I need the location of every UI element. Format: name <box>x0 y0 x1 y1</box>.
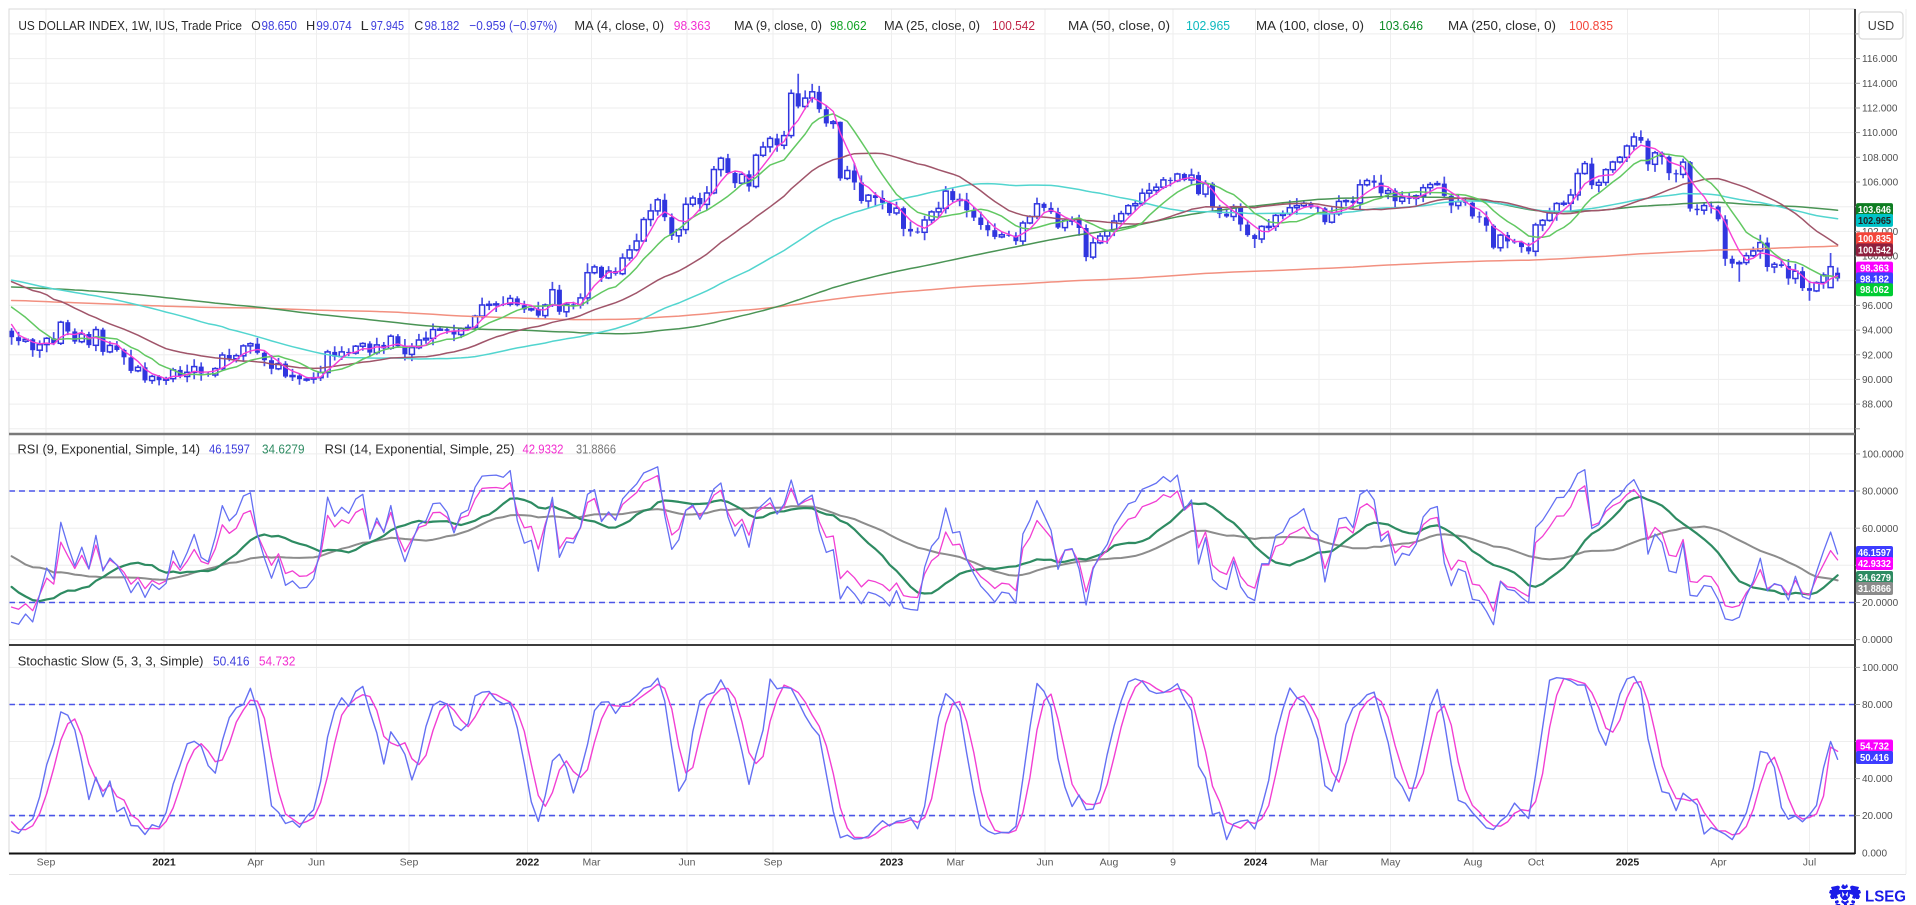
svg-text:98.363: 98.363 <box>1860 264 1890 275</box>
svg-text:Jun: Jun <box>308 857 325 869</box>
svg-text:98.062: 98.062 <box>1860 285 1890 296</box>
svg-text:98.182: 98.182 <box>425 18 460 33</box>
svg-text:Sep: Sep <box>37 857 56 869</box>
svg-text:100.542: 100.542 <box>1858 245 1892 256</box>
svg-text:Stochastic Slow (5, 3, 3, Simp: Stochastic Slow (5, 3, 3, Simple) <box>18 654 204 669</box>
svg-text:106.000: 106.000 <box>1862 178 1899 189</box>
svg-text:100.542: 100.542 <box>992 18 1035 33</box>
svg-text:96.000: 96.000 <box>1862 301 1893 312</box>
svg-text:46.1597: 46.1597 <box>209 442 250 457</box>
svg-text:L: L <box>361 18 369 33</box>
svg-text:Sep: Sep <box>400 857 419 869</box>
svg-text:LSEG: LSEG <box>1865 889 1906 905</box>
svg-text:Apr: Apr <box>1710 857 1727 869</box>
svg-text:50.416: 50.416 <box>1860 753 1890 764</box>
svg-text:MA (250, close, 0): MA (250, close, 0) <box>1448 18 1556 33</box>
svg-text:100.835: 100.835 <box>1569 18 1613 33</box>
svg-text:94.000: 94.000 <box>1862 326 1893 337</box>
svg-text:9: 9 <box>1170 857 1176 869</box>
svg-text:May: May <box>1381 857 1402 869</box>
svg-text:92.000: 92.000 <box>1862 350 1893 361</box>
svg-text:MA (25, close, 0): MA (25, close, 0) <box>884 18 980 33</box>
svg-text:100.000: 100.000 <box>1862 252 1899 263</box>
svg-text:40.000: 40.000 <box>1862 774 1893 785</box>
svg-text:MA (50, close, 0): MA (50, close, 0) <box>1068 18 1170 33</box>
svg-text:Mar: Mar <box>1310 857 1329 869</box>
svg-text:98.363: 98.363 <box>674 18 711 33</box>
svg-text:114.000: 114.000 <box>1862 79 1898 90</box>
svg-text:RSI (9, Exponential, Simple, 1: RSI (9, Exponential, Simple, 14) <box>18 442 201 457</box>
svg-text:116.000: 116.000 <box>1862 54 1898 65</box>
svg-text:54.732: 54.732 <box>1860 741 1890 752</box>
svg-text:31.8866: 31.8866 <box>1858 584 1892 595</box>
svg-text:Jun: Jun <box>1037 857 1054 869</box>
svg-text:2021: 2021 <box>152 857 176 869</box>
svg-text:60.0000: 60.0000 <box>1862 524 1899 535</box>
svg-text:USD: USD <box>1868 19 1894 33</box>
svg-text:102.965: 102.965 <box>1186 18 1230 33</box>
svg-text:Mar: Mar <box>946 857 965 869</box>
svg-text:0.000: 0.000 <box>1862 848 1887 859</box>
svg-text:C: C <box>414 18 423 33</box>
svg-text:100.0000: 100.0000 <box>1862 450 1904 461</box>
svg-text:2024: 2024 <box>1244 857 1268 869</box>
svg-text:90.000: 90.000 <box>1862 375 1893 386</box>
svg-text:31.8866: 31.8866 <box>576 442 616 457</box>
svg-text:42.9332: 42.9332 <box>523 442 564 457</box>
svg-text:99.074: 99.074 <box>316 18 351 33</box>
svg-text:Aug: Aug <box>1464 857 1483 869</box>
svg-text:O: O <box>251 18 261 33</box>
svg-text:MA (9, close, 0): MA (9, close, 0) <box>734 18 822 33</box>
svg-text:102.965: 102.965 <box>1858 216 1892 227</box>
svg-text:50.416: 50.416 <box>213 654 250 669</box>
svg-text:US DOLLAR INDEX, 1W, IUS, Trad: US DOLLAR INDEX, 1W, IUS, Trade Price <box>18 18 242 33</box>
svg-text:20.000: 20.000 <box>1862 811 1893 822</box>
svg-text:103.646: 103.646 <box>1379 18 1423 33</box>
svg-text:Oct: Oct <box>1528 857 1544 869</box>
svg-text:54.732: 54.732 <box>259 654 296 669</box>
svg-text:103.646: 103.646 <box>1858 205 1892 216</box>
svg-text:100.835: 100.835 <box>1858 234 1892 245</box>
svg-text:2025: 2025 <box>1616 857 1640 869</box>
svg-text:H: H <box>306 18 315 33</box>
svg-text:Mar: Mar <box>582 857 601 869</box>
svg-text:97.945: 97.945 <box>371 18 404 33</box>
svg-text:100.000: 100.000 <box>1862 663 1899 674</box>
svg-text:98.650: 98.650 <box>262 18 298 33</box>
svg-text:Jun: Jun <box>679 857 696 869</box>
svg-text:2022: 2022 <box>516 857 540 869</box>
svg-text:108.000: 108.000 <box>1862 153 1899 164</box>
svg-text:46.1597: 46.1597 <box>1858 548 1892 559</box>
svg-text:88.000: 88.000 <box>1862 400 1893 411</box>
svg-text:98.062: 98.062 <box>830 18 867 33</box>
svg-text:110.000: 110.000 <box>1862 128 1898 139</box>
svg-text:MA (100, close, 0): MA (100, close, 0) <box>1256 18 1364 33</box>
svg-text:0.0000: 0.0000 <box>1862 635 1893 646</box>
svg-text:42.9332: 42.9332 <box>1858 559 1892 570</box>
svg-text:Sep: Sep <box>764 857 783 869</box>
svg-text:20.0000: 20.0000 <box>1862 598 1899 609</box>
svg-text:MA (4, close, 0): MA (4, close, 0) <box>574 18 664 33</box>
svg-text:−0.959 (−0.97%): −0.959 (−0.97%) <box>469 18 557 33</box>
svg-text:Aug: Aug <box>1100 857 1119 869</box>
svg-text:Apr: Apr <box>247 857 264 869</box>
svg-text:98.182: 98.182 <box>1860 274 1890 285</box>
svg-text:80.000: 80.000 <box>1862 700 1893 711</box>
svg-text:34.6279: 34.6279 <box>262 442 305 457</box>
svg-text:80.0000: 80.0000 <box>1862 487 1899 498</box>
svg-text:RSI (14, Exponential, Simple,: RSI (14, Exponential, Simple, 25) <box>325 442 515 457</box>
svg-text:2023: 2023 <box>880 857 904 869</box>
svg-text:34.6279: 34.6279 <box>1858 573 1892 584</box>
svg-text:Jul: Jul <box>1803 857 1816 869</box>
svg-text:112.000: 112.000 <box>1862 104 1898 115</box>
